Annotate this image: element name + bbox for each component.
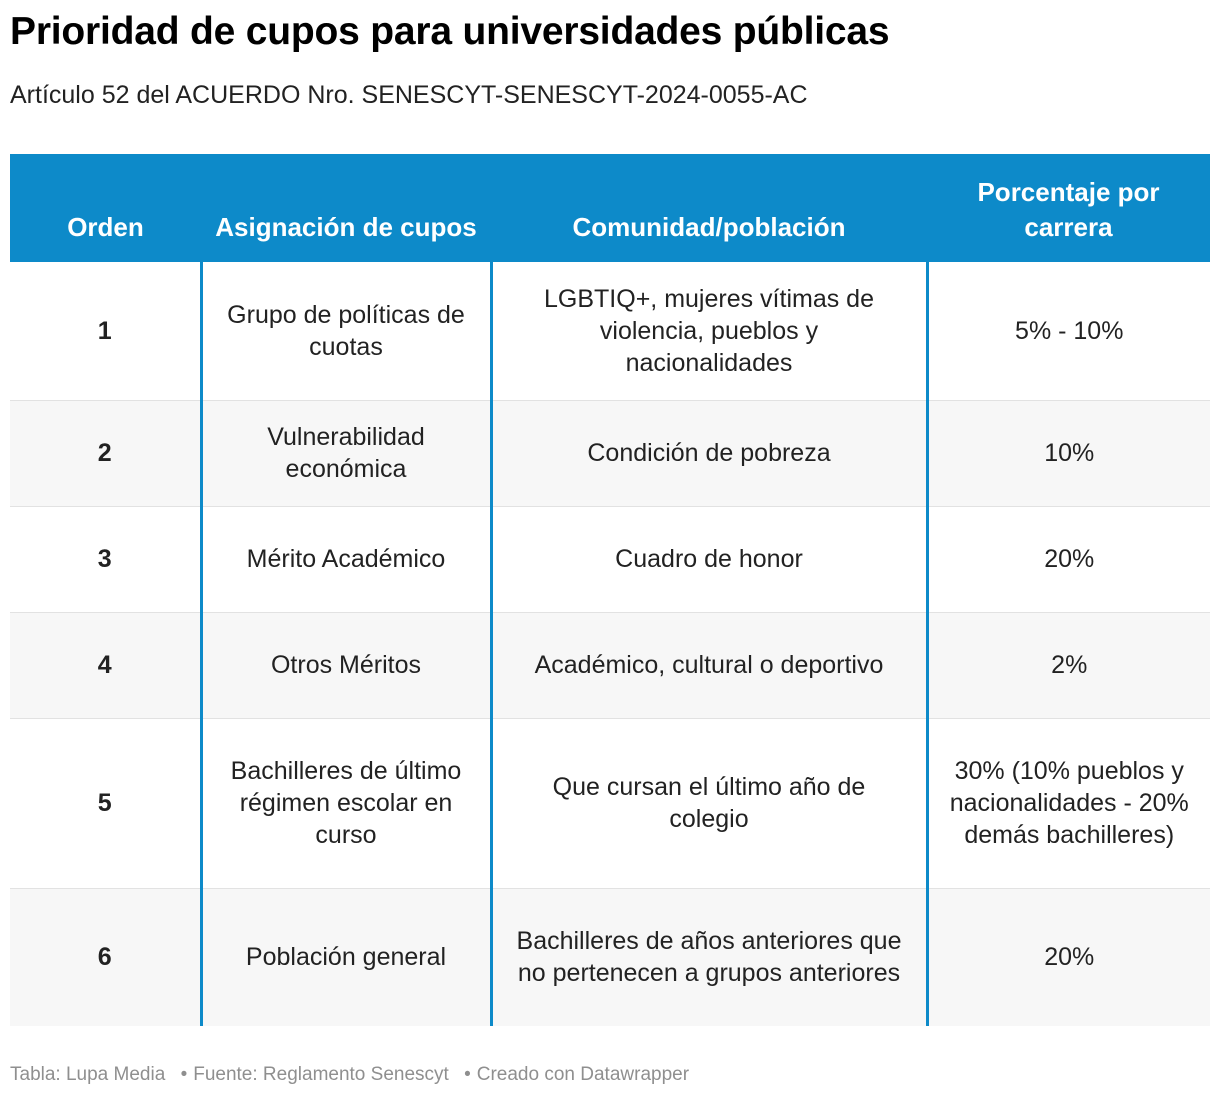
table-row: 4 Otros Méritos Académico, cultural o de…: [10, 612, 1210, 719]
cell-comunidad: Condición de pobreza: [491, 400, 929, 507]
cell-porcentaje: 20%: [927, 506, 1210, 613]
cell-asignacion: Vulnerabilidad económica: [201, 400, 493, 507]
cell-orden: 5: [10, 718, 203, 889]
cell-porcentaje: 2%: [927, 612, 1210, 719]
cell-porcentaje: 5% - 10%: [927, 262, 1210, 401]
cell-asignacion: Grupo de políticas de cuotas: [201, 262, 493, 401]
column-header-comunidad[interactable]: Comunidad/población: [491, 154, 927, 262]
cell-orden: 3: [10, 506, 203, 613]
table-header: Orden Asignación de cupos Comunidad/pobl…: [10, 154, 1210, 262]
footer-source: Fuente: Reglamento Senescyt: [193, 1064, 449, 1085]
cell-porcentaje: 30% (10% pueblos y nacionalidades - 20% …: [927, 718, 1210, 889]
footer-separator: •: [180, 1064, 188, 1085]
cell-comunidad: Que cursan el último año de colegio: [491, 718, 929, 889]
cell-asignacion: Bachilleres de último régimen escolar en…: [201, 718, 493, 889]
cell-porcentaje: 20%: [927, 888, 1210, 1026]
chart-title: Prioridad de cupos para universidades pú…: [10, 10, 890, 53]
header-row: Orden Asignación de cupos Comunidad/pobl…: [10, 154, 1210, 262]
cell-asignacion: Otros Méritos: [201, 612, 493, 719]
cell-orden: 6: [10, 888, 203, 1026]
table-row: 1 Grupo de políticas de cuotas LGBTIQ+, …: [10, 262, 1210, 401]
column-header-asignacion[interactable]: Asignación de cupos: [201, 154, 491, 262]
cell-orden: 2: [10, 400, 203, 507]
table-row: 5 Bachilleres de último régimen escolar …: [10, 718, 1210, 889]
cell-orden: 1: [10, 262, 203, 401]
footer: Tabla: Lupa Media • Fuente: Reglamento Se…: [10, 1064, 689, 1086]
cell-porcentaje: 10%: [927, 400, 1210, 507]
cell-comunidad: Académico, cultural o deportivo: [491, 612, 929, 719]
cell-comunidad: Bachilleres de años anteriores que no pe…: [491, 888, 929, 1026]
table-body: 1 Grupo de políticas de cuotas LGBTIQ+, …: [10, 262, 1210, 1026]
cell-orden: 4: [10, 612, 203, 719]
column-header-porcentaje[interactable]: Porcentaje por carrera: [927, 154, 1210, 262]
footer-table-credit: Tabla: Lupa Media: [10, 1064, 166, 1085]
chart-subtitle: Artículo 52 del ACUERDO Nro. SENESCYT-SE…: [10, 81, 808, 109]
table-row: 3 Mérito Académico Cuadro de honor 20%: [10, 506, 1210, 613]
column-header-orden[interactable]: Orden: [10, 154, 201, 262]
footer-separator: •: [464, 1064, 471, 1085]
cell-asignacion: Mérito Académico: [201, 506, 493, 613]
cell-asignacion: Población general: [201, 888, 493, 1026]
footer-created-with[interactable]: Creado con Datawrapper: [476, 1064, 690, 1085]
data-table: Orden Asignación de cupos Comunidad/pobl…: [10, 154, 1210, 1026]
cell-comunidad: Cuadro de honor: [491, 506, 929, 613]
cell-comunidad: LGBTIQ+, mujeres vítimas de violencia, p…: [491, 262, 929, 401]
table-row: 6 Población general Bachilleres de años …: [10, 888, 1210, 1026]
table-row: 2 Vulnerabilidad económica Condición de …: [10, 400, 1210, 507]
